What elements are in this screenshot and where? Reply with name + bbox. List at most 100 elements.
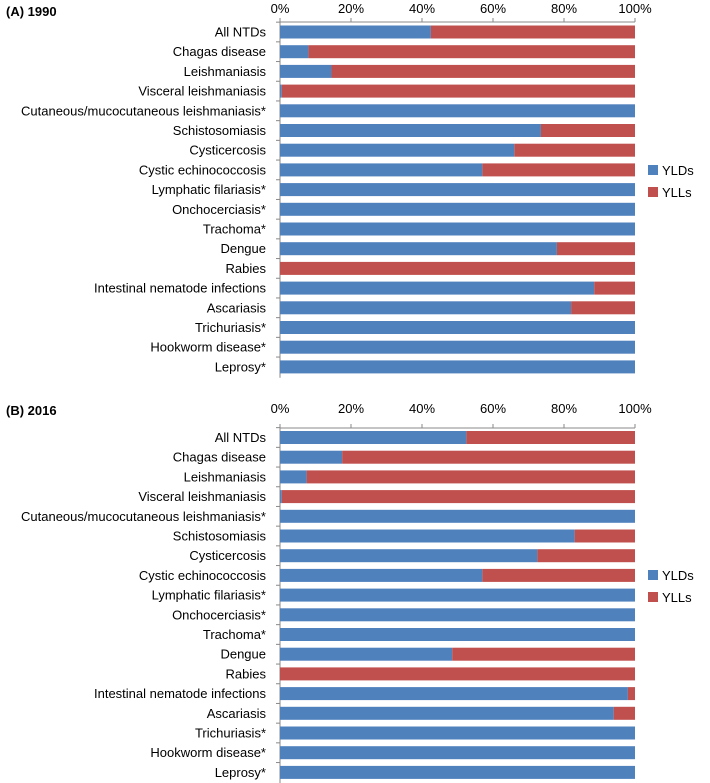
bar-ylls [627,687,635,701]
legend-swatch-ylls [648,592,658,602]
bar-ylds [280,45,309,59]
x-tick-label: 100% [618,401,652,416]
bar-ylls [281,84,635,98]
category-label: Cutaneous/mucocutaneous leishmaniasis* [21,509,266,524]
bar-ylds [280,301,572,315]
category-label: Visceral leishmaniasis [138,489,266,504]
bar-ylls [574,529,635,543]
bar-ylds [280,64,332,78]
bar-ylds [280,321,635,334]
category-label: Ascariasis [207,706,267,721]
bar-ylls [613,706,635,720]
bar-ylds [280,628,635,641]
bar-ylds [280,84,282,98]
bar-ylds [280,588,635,602]
category-label: Leprosy* [215,765,266,780]
category-label: Cystic echinococcosis [139,162,267,177]
bar-ylds [280,509,635,523]
category-label: Cysticercosis [189,143,266,158]
bar-ylls [556,242,635,256]
bar-ylds [280,687,628,701]
bar-ylds [280,726,635,740]
bar-ylds [280,647,453,661]
category-label: Lymphatic filariasis* [152,182,266,197]
bar-ylls [466,431,635,444]
category-label: Leishmaniasis [184,64,267,79]
bar-ylls [342,450,635,464]
chart-title: (B) 2016 [6,403,57,418]
category-label: Dengue [220,647,266,662]
x-tick-label: 40% [409,1,435,16]
bar-ylds [280,490,282,504]
category-label: Cutaneous/mucocutaneous leishmaniasis* [21,103,266,118]
bar-ylds [280,202,635,216]
category-label: Trichuriasis* [195,320,266,335]
category-label: Intestinal nematode infections [94,686,266,701]
bar-ylls [594,281,635,295]
legend-label-ylls: YLLs [662,590,692,605]
legend-swatch-ylls [648,187,658,197]
x-tick-label: 80% [551,401,577,416]
x-tick-label: 0% [271,401,290,416]
category-label: All NTDs [215,25,267,40]
category-label: Ascariasis [207,300,267,315]
legend-swatch-ylds [648,570,658,580]
category-label: Onchocerciasis* [172,202,266,217]
category-label: Leishmaniasis [184,469,267,484]
x-tick-label: 20% [338,401,364,416]
x-tick-label: 60% [480,1,506,16]
bar-ylds [280,470,307,484]
x-tick-label: 20% [338,1,364,16]
bar-ylds [280,183,635,197]
category-label: All NTDs [215,430,267,445]
bar-ylls [331,64,635,78]
bar-ylds [280,124,541,137]
legend-label-ylds: YLDs [662,568,694,583]
bar-ylds [280,281,595,295]
category-label: Cysticercosis [189,548,266,563]
bar-ylls [482,568,635,582]
category-label: Trachoma* [203,627,266,642]
bar-ylds [280,765,635,779]
category-label: Rabies [226,261,267,276]
bar-ylls [482,163,635,177]
bar-ylds [280,222,635,236]
bar-ylds [280,549,538,563]
category-label: Schistosomiasis [173,529,267,544]
x-tick-label: 0% [271,1,290,16]
bar-ylds [280,104,635,118]
chart-panel-a: (A) 1990 0% 20% 40% 60% 80% 100% All NTDs Chagas… [6,1,694,378]
bar-ylls [280,261,635,275]
bar-ylls [430,25,635,39]
bar-ylds [280,746,635,760]
category-label: Cystic echinococcosis [139,568,267,583]
chart-title: (A) 1990 [6,4,57,19]
bar-ylds [280,431,467,444]
bar-ylds [280,706,614,720]
bar-ylds [280,143,515,157]
bar-ylds [280,242,557,256]
category-label: Chagas disease [173,44,266,59]
x-tick-label: 80% [551,1,577,16]
chart-panel-b: (B) 2016 0% 20% 40% 60% 80% 100% All NTDs Chagas… [6,401,694,783]
category-label: Visceral leishmaniasis [138,84,266,99]
bar-ylls [571,301,635,315]
category-label: Dengue [220,241,266,256]
x-tick-label: 60% [480,401,506,416]
x-tick-label: 40% [409,401,435,416]
category-label: Hookworm disease* [150,340,266,355]
category-label: Onchocerciasis* [172,607,266,622]
bar-ylds [280,340,635,354]
category-label: Rabies [226,666,267,681]
bar-ylds [280,450,343,464]
bar-ylds [280,360,635,374]
category-label: Schistosomiasis [173,123,267,138]
category-label: Intestinal nematode infections [94,281,266,296]
bar-ylls [281,490,635,504]
category-label: Chagas disease [173,450,266,465]
bar-ylds [280,608,635,622]
bar-ylls [306,470,635,484]
legend-label-ylls: YLLs [662,185,692,200]
x-tick-label: 100% [618,1,652,16]
